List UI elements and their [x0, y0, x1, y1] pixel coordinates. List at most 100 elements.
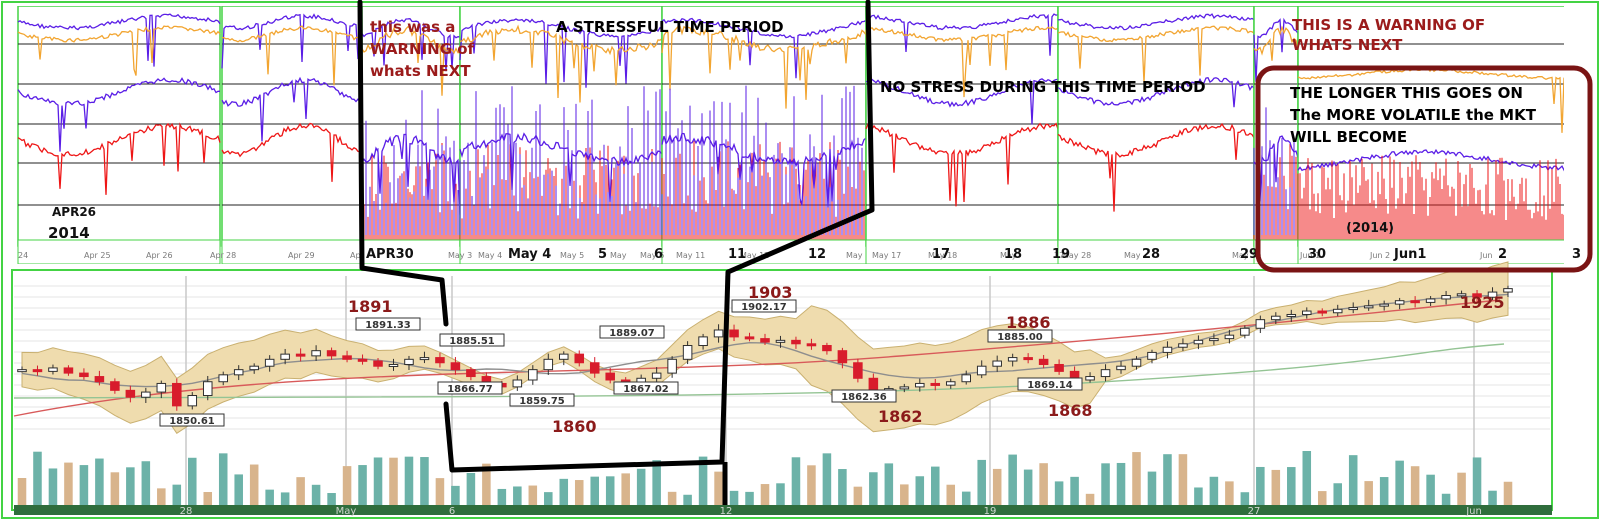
candle-body	[589, 362, 600, 374]
candle-body	[868, 377, 879, 391]
volume-bar	[667, 491, 677, 505]
stress-panel	[361, 6, 461, 264]
volume-bar	[64, 462, 73, 505]
price-box-label-frame	[599, 325, 665, 339]
volume-bar	[1039, 463, 1048, 505]
stress-series-line	[1057, 25, 1255, 83]
price-x-axis-label: 6	[449, 506, 455, 517]
stress-series-line	[221, 76, 363, 142]
volume-bar	[1178, 454, 1188, 505]
volume-bar	[1441, 493, 1451, 505]
stress-date-label: 19	[1052, 247, 1070, 262]
stress-panel	[1253, 6, 1299, 264]
stress-small-tick-label: May 30	[1232, 251, 1261, 260]
candle-body	[264, 358, 275, 367]
stress-small-tick-label: Apr 29	[288, 251, 315, 260]
price-box-label-frame	[1017, 377, 1083, 391]
candle-body	[1271, 315, 1281, 321]
stress-small-tick-label: Jun 2	[1369, 251, 1390, 260]
candle-body	[466, 369, 476, 378]
volume-bar	[915, 476, 925, 505]
stress-series-line	[221, 25, 363, 86]
stress-date-label: 30	[1308, 247, 1326, 262]
price-x-axis-label: 27	[1248, 506, 1261, 517]
stress-panel	[17, 6, 221, 264]
volume-bar	[698, 456, 708, 505]
candle-body	[311, 350, 321, 357]
volume-bar	[172, 484, 182, 505]
volume-bar	[636, 468, 646, 505]
stress-panel-axis	[17, 239, 221, 264]
stress-series-line	[1253, 135, 1299, 202]
volume-bar	[404, 456, 414, 505]
volume-bar	[1070, 476, 1079, 505]
candle-body	[1317, 310, 1328, 314]
volume-bar	[1008, 454, 1017, 505]
stress-small-tick-label: May	[610, 251, 627, 260]
candle-body	[1162, 346, 1173, 353]
price-box-label: 1866.77	[447, 384, 493, 395]
candle-body	[1054, 363, 1064, 372]
volume-bar	[1287, 467, 1296, 505]
stress-panel	[1297, 6, 1564, 264]
price-box-label: 1850.61	[169, 416, 215, 427]
stress-date-label: 29	[1240, 247, 1258, 262]
volume-bar	[482, 463, 491, 505]
stress-date-label: (2014)	[1346, 221, 1394, 236]
annotations: this was a WARNING of whats NEXT A STRESSFU…	[370, 16, 1537, 146]
candle-body	[1286, 313, 1297, 317]
candle-body	[141, 391, 151, 398]
candle-body	[961, 374, 971, 383]
candle-body	[1379, 303, 1389, 307]
candle-body	[853, 362, 863, 379]
volume-bar	[1054, 481, 1064, 505]
volume-bar	[280, 492, 290, 505]
volume-bar	[605, 476, 615, 505]
candle-body	[667, 358, 677, 374]
volume-bar	[853, 486, 863, 505]
stress-period-outline	[357, 0, 875, 473]
stress-series-line	[17, 25, 221, 76]
candle-body	[698, 336, 708, 347]
volume-bar	[358, 465, 367, 505]
volume-bar	[1426, 474, 1435, 505]
stress-date-label: 2	[1498, 247, 1507, 262]
stress-small-tick-label: Jun 1	[1299, 251, 1320, 260]
candle-body	[682, 345, 693, 360]
candle-body	[744, 336, 755, 340]
candle-body	[63, 367, 74, 374]
candle-body	[1085, 376, 1095, 381]
stress-series-line	[661, 132, 867, 208]
price-box-label: 1867.02	[623, 384, 669, 395]
volume-bar	[884, 463, 894, 505]
price-x-axis-label: 28	[180, 506, 193, 517]
stress-series-line	[361, 18, 461, 72]
candle-body	[837, 350, 848, 364]
stress-panel-axis	[865, 239, 1059, 264]
volume-bar	[1101, 463, 1110, 505]
price-x-axis-label: 19	[984, 506, 997, 517]
price-box-label: 1859.75	[519, 396, 565, 407]
volume-bar	[1147, 471, 1157, 505]
volume-bar	[1348, 455, 1358, 505]
stress-series-line	[1057, 122, 1255, 212]
volume-bar	[234, 474, 243, 505]
stress-panel	[1057, 6, 1255, 264]
volume-bar	[327, 493, 336, 505]
candle-body	[713, 329, 724, 338]
volume-bar	[141, 461, 151, 505]
stress-small-tick-label: Apr	[210, 251, 225, 260]
volume-bar	[977, 459, 986, 505]
candle-body	[1255, 319, 1266, 329]
price-box-label: 1885.51	[449, 336, 495, 347]
volume-bar	[822, 453, 832, 505]
stress-panel-frame	[17, 6, 221, 247]
price-box-label-frame	[437, 381, 503, 395]
candle-body	[202, 381, 213, 397]
candle-body	[373, 360, 383, 367]
volume-bar	[931, 466, 940, 505]
volume-bar	[528, 485, 538, 505]
candle-body	[125, 389, 136, 398]
price-level-annotation: 1868	[1048, 401, 1093, 420]
